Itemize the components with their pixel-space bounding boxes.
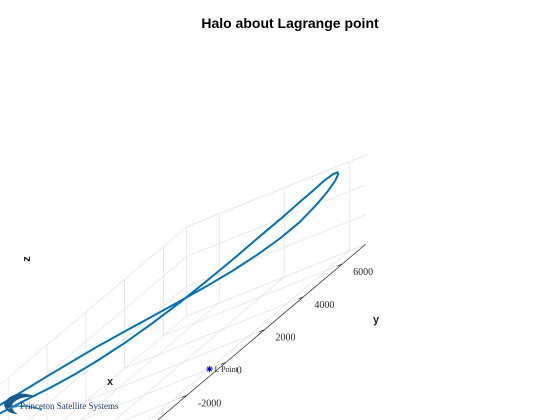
lagrange-point-marker — [206, 365, 213, 373]
y-tick — [337, 263, 343, 267]
z-gridline — [63, 315, 187, 420]
logo-orbit-icon — [7, 405, 43, 411]
y-tick — [298, 296, 304, 300]
axes-layer — [157, 244, 366, 420]
y-gridline — [85, 329, 265, 402]
y-tick-label: -2000 — [198, 398, 221, 409]
y-tick — [220, 362, 226, 365]
x-gridline — [80, 302, 220, 420]
y-tick-label: 4000 — [314, 300, 334, 311]
grid-layer — [0, 155, 366, 420]
series-layer — [0, 171, 340, 415]
y-tick-label: 0 — [237, 366, 242, 377]
point-layer: L Point — [206, 365, 239, 374]
logo-swoosh-icon — [4, 393, 36, 414]
z-gridline — [186, 244, 366, 317]
company-name: Princeton Satellite Systems — [20, 401, 119, 411]
y-tick-label: 2000 — [276, 333, 296, 344]
y-axis-label: y — [373, 314, 380, 326]
y-gridline — [124, 296, 304, 369]
x-gridline — [114, 276, 285, 420]
z-gridline — [0, 226, 187, 386]
y-tick — [259, 329, 265, 332]
z-gridline — [27, 285, 187, 420]
halo-orbit-line — [0, 171, 340, 415]
z-gridline — [186, 155, 366, 228]
tick-labels: -4000-20000-6000-4000-200002000400060000… — [198, 267, 373, 409]
asterisk-stroke — [206, 366, 213, 372]
lagrange-point-label: L Point — [215, 365, 239, 374]
x-gridline — [148, 250, 350, 420]
z-gridline — [186, 184, 366, 257]
y-gridline — [81, 362, 226, 420]
chart-title: Halo about Lagrange point — [201, 15, 379, 31]
company-logo: Princeton Satellite Systems — [4, 393, 119, 414]
y-gridline — [124, 395, 188, 420]
z-axis-label: z — [21, 256, 33, 262]
z-gridline — [186, 214, 366, 287]
y-tick-label: 6000 — [353, 267, 373, 278]
x-axis-label: x — [107, 376, 114, 388]
y-axis-line — [157, 244, 366, 420]
y-tick — [181, 394, 188, 398]
y-gridline — [163, 263, 343, 336]
